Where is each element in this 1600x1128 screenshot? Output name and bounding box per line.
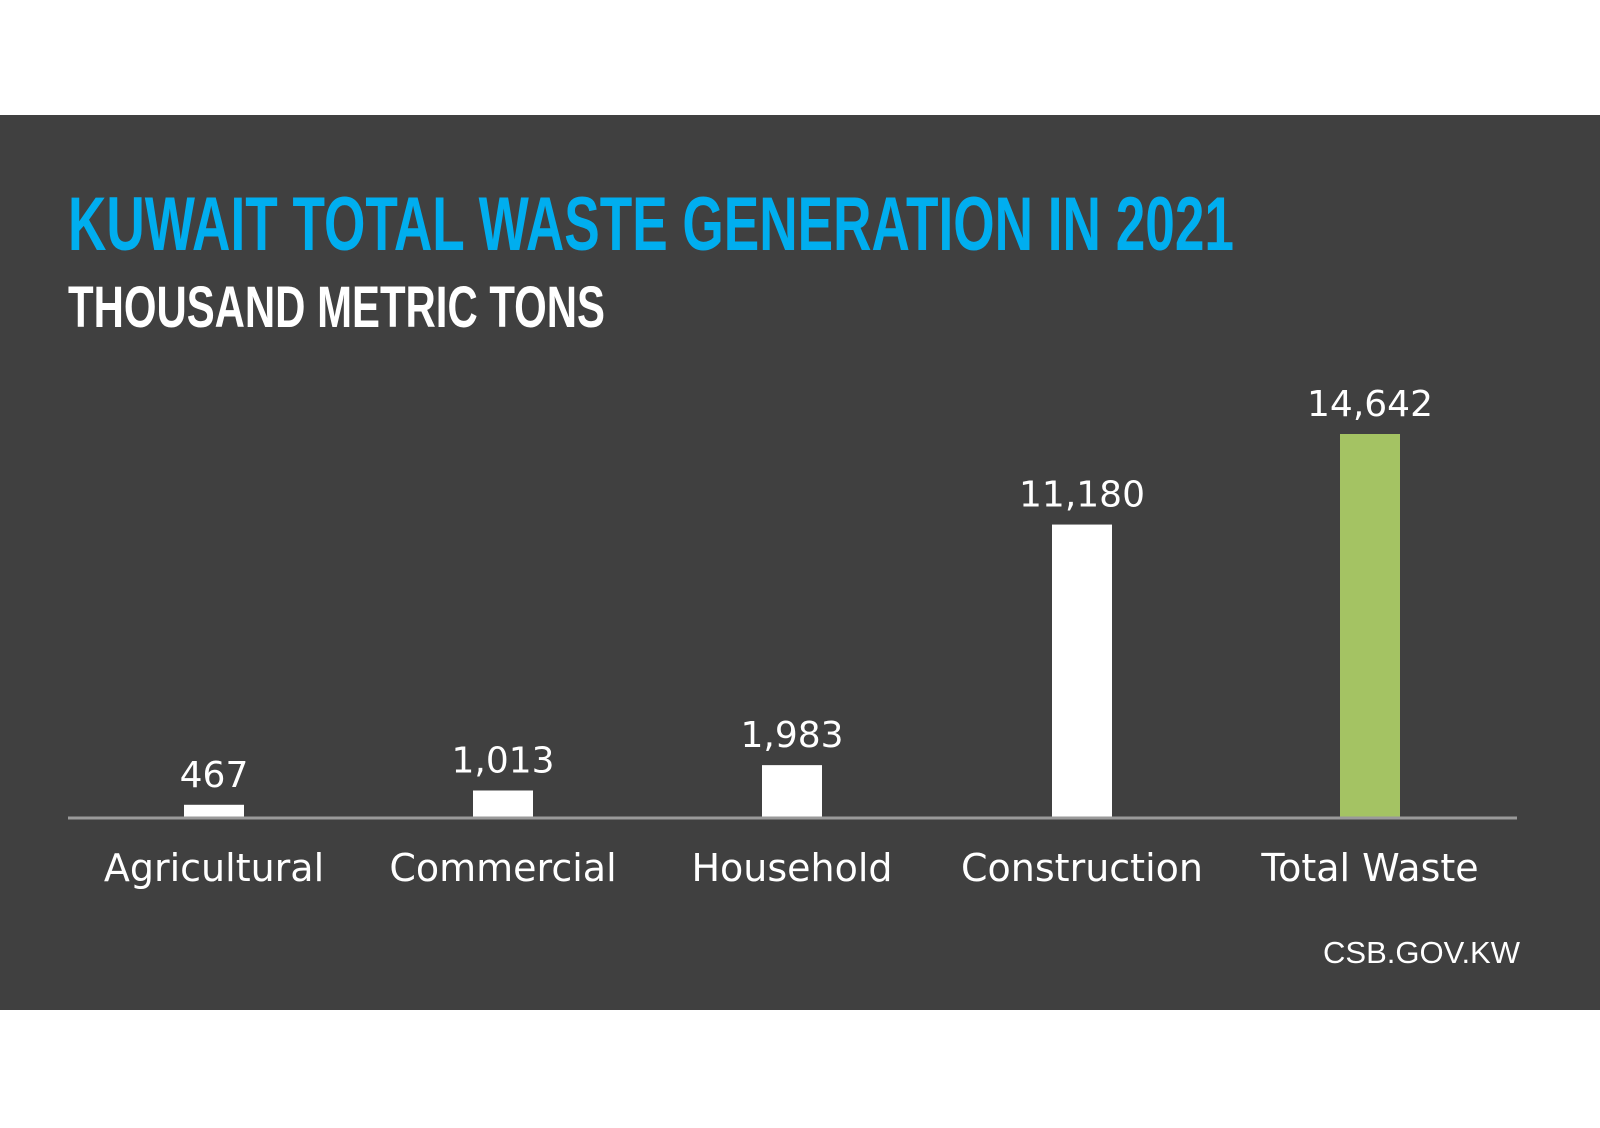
chart-title: KUWAIT TOTAL WASTE GENERATION IN 2021 <box>68 182 1234 267</box>
bar-commercial <box>473 790 533 817</box>
bars: 467 Agricultural 1,013 Commercial 1,983 House… <box>104 384 1479 890</box>
x-tick-label: Commercial <box>389 846 616 890</box>
bar-household <box>762 765 822 817</box>
data-label: 467 <box>180 755 249 796</box>
data-label: 14,642 <box>1307 384 1433 425</box>
x-tick-label: Household <box>691 846 892 890</box>
chart-subtitle: THOUSAND METRIC TONS <box>68 275 605 340</box>
source-label: CSB.GOV.KW <box>1323 935 1521 970</box>
data-label: 1,013 <box>451 741 554 782</box>
bar-agricultural <box>184 804 244 817</box>
data-label: 11,180 <box>1019 475 1145 516</box>
x-tick-label: Agricultural <box>104 846 324 890</box>
chart-background <box>0 115 1600 1010</box>
bar-total-waste <box>1340 434 1400 817</box>
x-tick-label: Construction <box>961 846 1203 890</box>
x-tick-label: Total Waste <box>1260 846 1478 890</box>
bar-construction <box>1052 524 1112 817</box>
data-label: 1,983 <box>740 715 843 756</box>
